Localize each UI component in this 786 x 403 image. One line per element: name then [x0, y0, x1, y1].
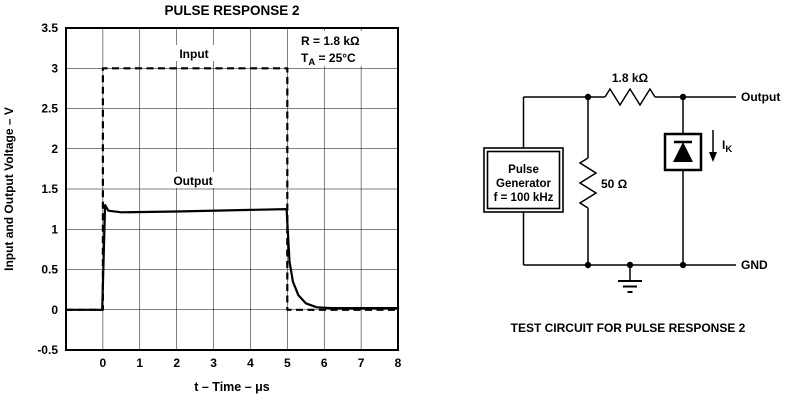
input-series-label: Input [179, 47, 208, 61]
test-circuit-diagram: 1.8 kΩ 50 Ω Output GND IK Pulse Generato… [483, 71, 780, 335]
svg-text:0: 0 [100, 356, 107, 370]
input-label-bg [164, 45, 224, 61]
resistor-50-label: 50 Ω [601, 177, 628, 191]
svg-text:1: 1 [51, 222, 58, 236]
resistor-1k8-label: 1.8 kΩ [612, 71, 649, 85]
svg-text:1.5: 1.5 [41, 182, 58, 196]
conditions-bg [296, 31, 395, 66]
ik-label: IK [722, 138, 732, 155]
svg-text:0: 0 [51, 303, 58, 317]
circuit-caption: TEST CIRCUIT FOR PULSE RESPONSE 2 [511, 321, 746, 335]
output-series-label: Output [173, 174, 212, 188]
chart-plot-area: 0 1 2 3 4 5 6 7 8 -0.5 0 0.5 1 1.5 2 2.5 3 3.5 [37, 21, 401, 370]
svg-text:2: 2 [173, 356, 180, 370]
svg-text:3: 3 [51, 61, 58, 75]
svg-text:3.5: 3.5 [41, 21, 58, 35]
condition-temperature: TA = 25°C [301, 51, 356, 68]
pulse-generator-box-outer [483, 147, 564, 213]
svg-text:8: 8 [395, 356, 402, 370]
condition-resistance: R = 1.8 kΩ [301, 34, 360, 48]
output-label: Output [741, 90, 780, 104]
svg-text:7: 7 [358, 356, 365, 370]
pulse-generator-label-line3: f = 100 kHz [494, 192, 554, 204]
y-axis-label: Input and Output Voltage – V [2, 107, 16, 271]
chart-title: PULSE RESPONSE 2 [164, 3, 299, 18]
pulse-generator-label-line2: Generator [496, 178, 551, 190]
pulse-generator-label-line1: Pulse [508, 164, 539, 176]
svg-text:2.5: 2.5 [41, 102, 58, 116]
output-label-bg [163, 172, 223, 188]
ik-arrow-head [709, 152, 717, 162]
pulse-response-chart: 0 1 2 3 4 5 6 7 8 -0.5 0 0.5 1 1.5 2 2.5 3 3.5 PULSE RESP… [2, 3, 402, 394]
resistor-50-symbol [578, 157, 598, 209]
svg-text:2: 2 [51, 142, 58, 156]
chart-panel: 0 1 2 3 4 5 6 7 8 -0.5 0 0.5 1 1.5 2 2.5 3 3.5 PULSE RESP… [2, 3, 402, 394]
svg-text:3: 3 [210, 356, 217, 370]
svg-text:0.5: 0.5 [41, 263, 58, 277]
gnd-label: GND [741, 258, 768, 272]
pulse-generator-box-inner [486, 150, 561, 210]
svg-text:-0.5: -0.5 [37, 343, 58, 357]
shunt-regulator-triangle [673, 142, 693, 162]
junction-dots [584, 93, 687, 269]
svg-text:1: 1 [136, 356, 143, 370]
svg-text:4: 4 [247, 356, 254, 370]
svg-text:5: 5 [284, 356, 291, 370]
svg-text:6: 6 [321, 356, 328, 370]
circuit-panel: 1.8 kΩ 50 Ω Output GND IK Pulse Generato… [430, 0, 786, 403]
resistor-1k8-symbol [604, 87, 656, 107]
x-axis-label: t – Time – μs [194, 380, 270, 394]
shunt-regulator-box [663, 132, 703, 172]
ground-symbol [618, 280, 642, 293]
